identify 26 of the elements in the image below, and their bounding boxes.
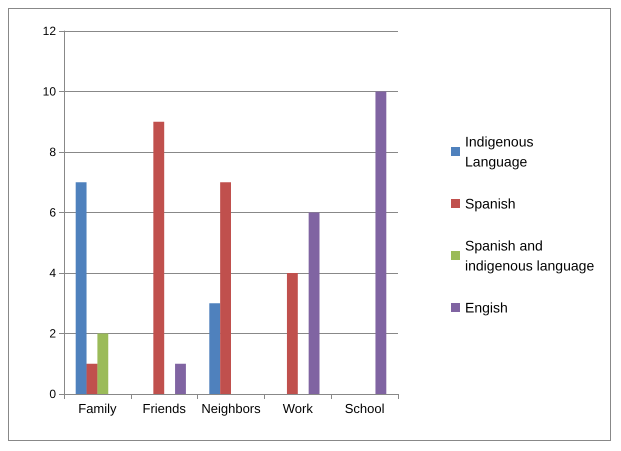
x-tick-label: School [344, 401, 385, 416]
bar [175, 364, 186, 394]
y-tick-label: 6 [49, 206, 56, 220]
legend-label: Spanish and indigenous language [465, 238, 594, 274]
x-tick-label: Family [78, 401, 118, 416]
bar [308, 212, 320, 394]
bar [220, 182, 231, 394]
y-tick-label: 0 [49, 387, 56, 401]
y-tick-label: 8 [49, 145, 56, 159]
bar [286, 273, 298, 394]
legend-label: Indigenous Language [465, 134, 538, 170]
y-tick-label: 10 [42, 84, 56, 98]
x-tick-label: Friends [142, 401, 186, 416]
x-tick-label: Work [282, 401, 314, 416]
bar [76, 182, 87, 394]
y-tick-label: 12 [42, 24, 56, 38]
legend-label: Spanish [465, 196, 516, 212]
bar [375, 92, 386, 394]
bar [86, 364, 98, 394]
legend-label: Engish [465, 300, 508, 316]
bar [97, 334, 108, 394]
y-tick-label: 2 [49, 326, 56, 340]
bar [209, 303, 220, 394]
x-tick-label: Neighbors [201, 401, 262, 416]
y-tick-label: 4 [49, 266, 56, 280]
bar [153, 122, 164, 394]
